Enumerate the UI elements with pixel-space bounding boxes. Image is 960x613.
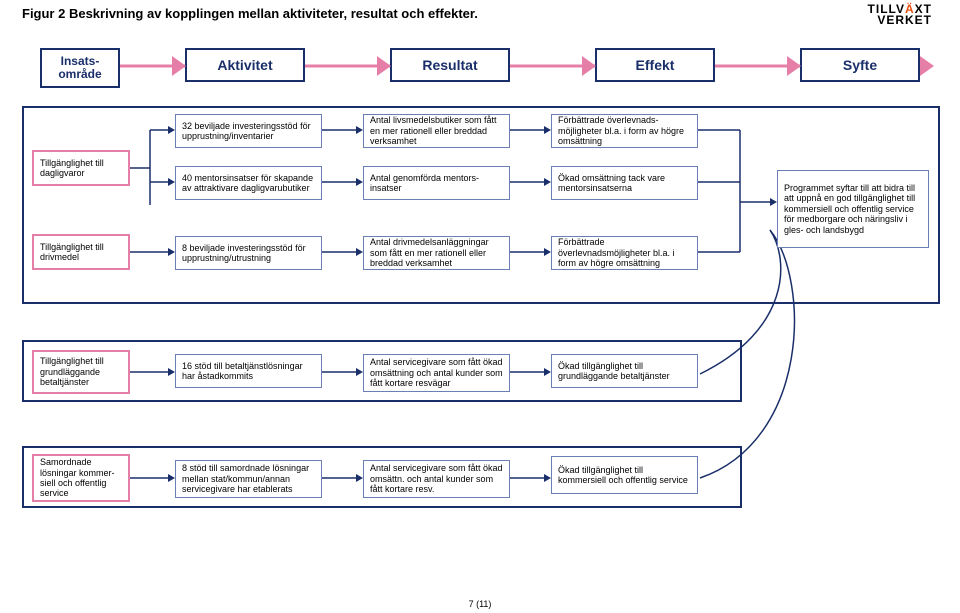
syfte-box: Programmet syftar till att bidra till at… xyxy=(777,170,929,248)
res-r2: Antal servicegivare som fått ökad omsätt… xyxy=(363,354,510,392)
act-2: 40 mentorsinsatser för skapande av attra… xyxy=(175,166,322,200)
act-1: 32 beviljade investeringsstöd för upprus… xyxy=(175,114,322,148)
res-1: Antal livsmedelsbutiker som fått en mer … xyxy=(363,114,510,148)
arrow-icon xyxy=(172,56,186,76)
area-betaltjanster: Tillgänglighet till grundläggande betalt… xyxy=(32,350,130,394)
area-dagligvaror: Tillgänglighet till dagligvaror xyxy=(32,150,130,186)
connectors xyxy=(0,0,960,613)
header-resultat: Resultat xyxy=(390,48,510,82)
header-insats: Insats- område xyxy=(40,48,120,88)
res-r3: Antal servicegivare som fått ökad omsätt… xyxy=(363,460,510,498)
eff-3: Förbättrade överlevnadsmöjligheter bl.a.… xyxy=(551,236,698,270)
logo-line2: VERKET xyxy=(868,15,932,26)
logo: TILLVÄXT VERKET xyxy=(868,4,932,26)
figure-title: Figur 2 Beskrivning av kopplingen mellan… xyxy=(22,6,478,21)
eff-r3: Ökad tillgänglighet till kommersiell och… xyxy=(551,456,698,494)
arrow-icon xyxy=(787,56,801,76)
eff-1: Förbättrade överlevnads-möjligheter bl.a… xyxy=(551,114,698,148)
area-samordnade: Samordnade lösningar kommer-siell och of… xyxy=(32,454,130,502)
header-syfte: Syfte xyxy=(800,48,920,82)
eff-2: Ökad omsättning tack vare mentorsinsatse… xyxy=(551,166,698,200)
arrow-icon xyxy=(377,56,391,76)
arrow-icon xyxy=(920,56,934,76)
arrow-icon xyxy=(582,56,596,76)
res-2: Antal genomförda mentors-insatser xyxy=(363,166,510,200)
act-r3: 8 stöd till samordnade lösningar mellan … xyxy=(175,460,322,498)
act-3: 8 beviljade investeringsstöd för upprust… xyxy=(175,236,322,270)
page-footer: 7 (11) xyxy=(0,599,960,609)
header-effekt: Effekt xyxy=(595,48,715,82)
eff-r2: Ökad tillgänglighet till grundläggande b… xyxy=(551,354,698,388)
area-drivmedel: Tillgänglighet till drivmedel xyxy=(32,234,130,270)
act-r2: 16 stöd till betaltjänstlösningar har ås… xyxy=(175,354,322,388)
res-3: Antal drivmedelsanläggningar som fått en… xyxy=(363,236,510,270)
header-aktivitet: Aktivitet xyxy=(185,48,305,82)
